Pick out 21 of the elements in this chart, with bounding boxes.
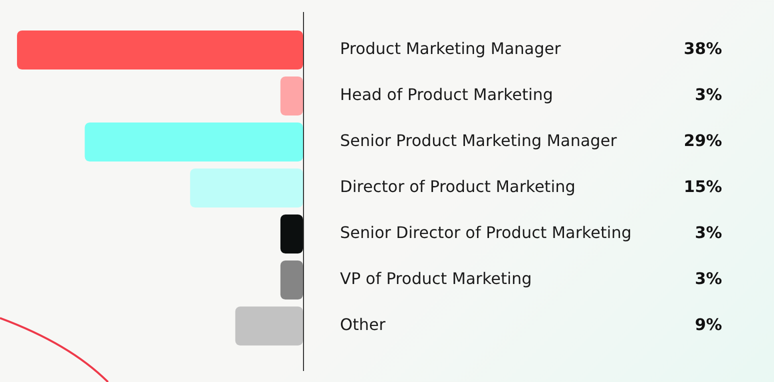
bar xyxy=(84,122,303,162)
y-tick-label: Senior Director of Product Marketing xyxy=(340,223,632,242)
bar xyxy=(280,214,303,254)
data-label: 3% xyxy=(694,85,722,104)
y-tick-label: Senior Product Marketing Manager xyxy=(340,131,618,150)
y-tick-label: Director of Product Marketing xyxy=(340,177,576,196)
data-label: 15% xyxy=(684,177,722,196)
bar xyxy=(17,30,303,70)
y-tick-label: Other xyxy=(340,315,386,334)
data-label: 29% xyxy=(684,131,722,150)
bar xyxy=(280,260,303,300)
data-label: 3% xyxy=(694,223,722,242)
bar xyxy=(280,76,303,116)
data-label: 38% xyxy=(684,39,722,58)
bar xyxy=(190,168,303,208)
data-label: 3% xyxy=(694,269,722,288)
y-tick-label: Head of Product Marketing xyxy=(340,85,554,104)
data-label: 9% xyxy=(694,315,722,334)
y-tick-label: VP of Product Marketing xyxy=(340,269,532,288)
y-tick-label: Product Marketing Manager xyxy=(340,39,562,58)
bar xyxy=(235,306,303,346)
